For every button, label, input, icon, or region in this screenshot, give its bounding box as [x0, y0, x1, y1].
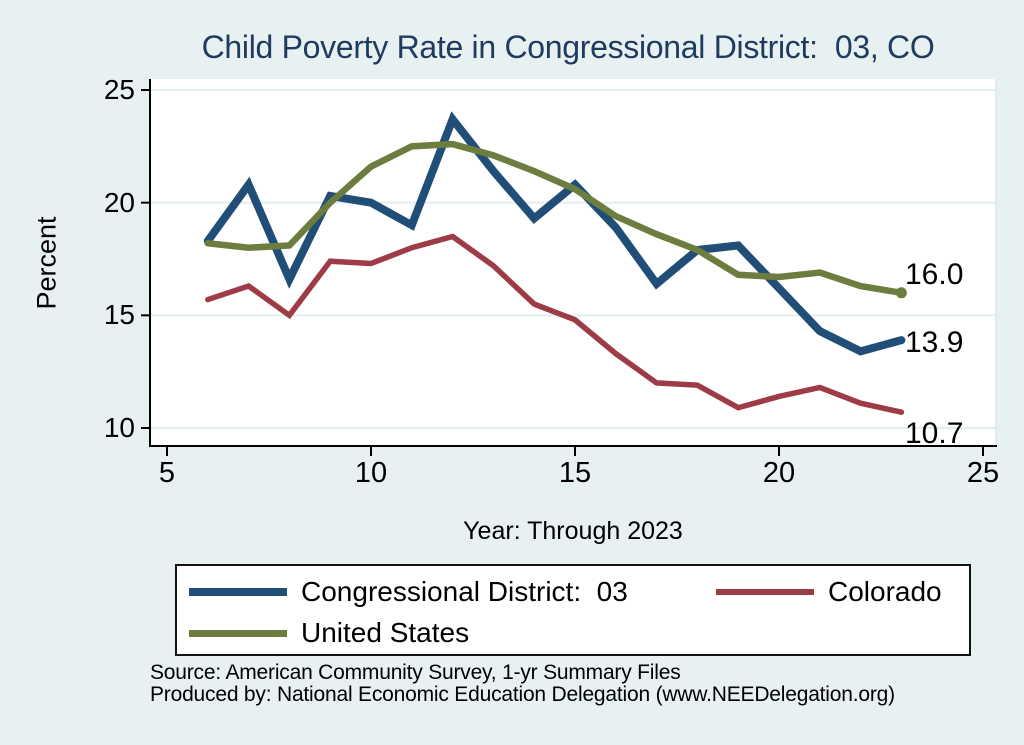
series-line-1	[205, 233, 905, 415]
series-end-value-label: 10.7	[905, 417, 964, 451]
produced-by-line: Produced by: National Economic Education…	[150, 683, 895, 706]
series-line-0	[203, 111, 906, 356]
y-tick-label: 10	[103, 411, 135, 443]
y-tick-label: 20	[103, 186, 135, 218]
series-line-2	[204, 140, 905, 297]
legend-swatch	[189, 629, 287, 637]
legend-swatch	[716, 589, 814, 595]
legend-label: Colorado	[828, 576, 942, 607]
legend-swatch	[189, 588, 287, 596]
x-tick-label: 15	[558, 457, 592, 489]
legend: Congressional District: 03 Colorado United…	[175, 564, 971, 656]
x-tick-label: 5	[158, 457, 176, 489]
x-tick-label: 10	[354, 457, 388, 489]
plot-svg	[141, 79, 997, 456]
legend-label: United States	[301, 617, 470, 648]
plot-area	[141, 79, 997, 456]
legend-item: Congressional District: 03	[189, 576, 628, 608]
y-tick-label: 15	[103, 299, 135, 331]
chart-title: Child Poverty Rate in Congressional Dist…	[201, 29, 935, 65]
series-end-value-label: 13.9	[905, 326, 964, 360]
legend-label: Congressional District: 03	[301, 576, 628, 607]
series-end-dot	[895, 287, 907, 299]
x-axis-title: Year: Through 2023	[463, 517, 683, 545]
source-note: Source: American Community Survey, 1-yr …	[150, 662, 895, 706]
legend-item: Colorado	[716, 576, 942, 608]
x-tick-label: 25	[966, 457, 1000, 489]
source-line: Source: American Community Survey, 1-yr …	[150, 661, 681, 684]
x-tick-label: 20	[762, 457, 796, 489]
series-end-value-label: 16.0	[905, 257, 964, 291]
y-axis-title: Percent	[31, 216, 62, 310]
y-tick-label: 25	[103, 74, 135, 105]
legend-item: United States	[189, 617, 469, 649]
